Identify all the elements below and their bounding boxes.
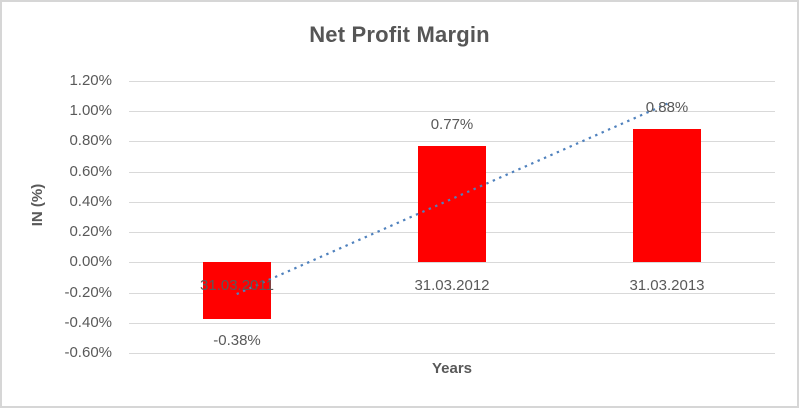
chart-title: Net Profit Margin	[309, 22, 490, 47]
gridline	[129, 353, 775, 354]
y-axis-tick-label: 0.20%	[69, 223, 112, 240]
y-axis-tick-label: 0.00%	[69, 253, 112, 270]
gridline	[129, 323, 775, 324]
bar-31.03.2012	[418, 146, 486, 262]
y-axis-tick-label: 0.40%	[69, 193, 112, 210]
data-label: 0.77%	[430, 116, 474, 133]
x-category-label: 31.03.2013	[629, 277, 705, 294]
y-axis-tick-label: -0.60%	[64, 344, 112, 361]
y-axis-tick-label: -0.20%	[64, 284, 112, 301]
data-label: 0.88%	[645, 99, 689, 116]
bar-31.03.2013	[633, 129, 701, 262]
y-axis-tick-label: 0.60%	[69, 163, 112, 180]
gridline	[129, 81, 775, 82]
y-axis-tick-label: 1.00%	[69, 102, 112, 119]
x-axis-title: Years	[431, 360, 473, 377]
data-label: -0.38%	[213, 332, 261, 349]
y-axis-tick-label: 1.20%	[69, 72, 112, 89]
x-category-label: 31.03.2012	[414, 277, 490, 294]
x-category-label: 31.03.2011	[200, 277, 274, 294]
y-axis-tick-label: 0.80%	[69, 132, 112, 149]
y-axis-tick-label: -0.40%	[64, 314, 112, 331]
